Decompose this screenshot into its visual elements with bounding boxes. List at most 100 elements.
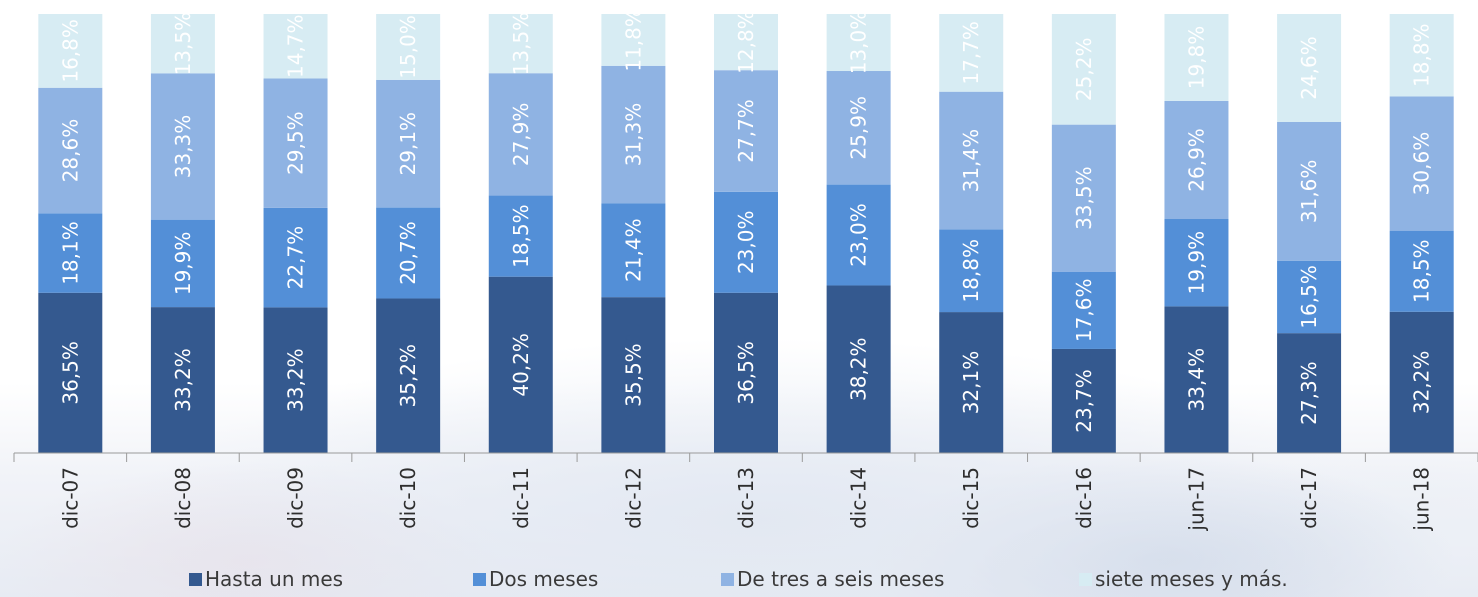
bar-segment bbox=[488, 73, 553, 196]
data-label: 31,6% bbox=[1297, 160, 1321, 224]
bar-segment bbox=[939, 91, 1004, 230]
data-label: 18,8% bbox=[1410, 23, 1434, 87]
bar-segment bbox=[939, 229, 1004, 313]
legend-swatch bbox=[473, 572, 486, 586]
data-label: 14,7% bbox=[284, 14, 308, 78]
data-label: 33,4% bbox=[1184, 348, 1208, 412]
bar-segment bbox=[376, 79, 441, 208]
data-label: 13,0% bbox=[847, 11, 871, 75]
data-label: 28,6% bbox=[58, 119, 82, 183]
x-tick-label: jun-17 bbox=[1184, 467, 1208, 532]
x-tick-label: jun-18 bbox=[1410, 467, 1434, 532]
data-label: 35,5% bbox=[621, 343, 645, 407]
legend-swatch bbox=[721, 572, 734, 586]
bar-segment bbox=[150, 14, 215, 74]
data-label: 36,5% bbox=[734, 341, 758, 405]
legend-item: Dos meses bbox=[473, 567, 598, 591]
data-label: 16,5% bbox=[1297, 265, 1321, 329]
data-label: 11,8% bbox=[621, 8, 645, 72]
bar-segment bbox=[376, 207, 441, 299]
data-label: 29,1% bbox=[396, 112, 420, 176]
data-label: 40,2% bbox=[509, 333, 533, 397]
bar-segment bbox=[601, 65, 666, 204]
legend-item: Hasta un mes bbox=[189, 567, 343, 591]
bar-segments bbox=[38, 14, 1454, 453]
data-label: 33,2% bbox=[284, 348, 308, 412]
bar-segment bbox=[1051, 271, 1116, 349]
data-label: 12,8% bbox=[734, 10, 758, 74]
data-label: 24,6% bbox=[1297, 36, 1321, 100]
stacked-bar-chart: 36,5% 18,1% 28,6% 16,8% 33,2% 19,9% 33,3% 13,5%… bbox=[13, 8, 1478, 532]
bar-segment bbox=[1389, 14, 1454, 97]
bar-segment bbox=[939, 14, 1004, 92]
legend-label: Dos meses bbox=[489, 567, 599, 591]
data-label: 19,9% bbox=[1184, 231, 1208, 295]
data-label: 38,2% bbox=[847, 337, 871, 401]
bar-segment bbox=[38, 14, 103, 88]
data-label: 23,7% bbox=[1072, 369, 1096, 433]
bar-segment bbox=[1051, 14, 1116, 125]
x-tick-label: dic-07 bbox=[58, 467, 82, 529]
bar-segment bbox=[601, 14, 666, 66]
legend-label: De tres a seis meses bbox=[737, 567, 945, 591]
data-label: 33,3% bbox=[171, 115, 195, 179]
data-label: 30,6% bbox=[1410, 132, 1434, 196]
x-tick-label: dic-08 bbox=[171, 467, 195, 529]
bar-segment bbox=[1164, 100, 1229, 220]
bar-segment bbox=[939, 312, 1004, 453]
data-label: 31,3% bbox=[621, 103, 645, 167]
data-label: 13,5% bbox=[509, 12, 533, 76]
bar-segment bbox=[1277, 333, 1342, 453]
x-tick-label: dic-13 bbox=[734, 467, 758, 529]
bar-segment bbox=[1389, 96, 1454, 231]
data-label: 17,7% bbox=[959, 21, 983, 85]
data-label: 19,8% bbox=[1184, 26, 1208, 90]
bar-segment bbox=[38, 213, 103, 293]
data-label: 23,0% bbox=[847, 203, 871, 267]
legend-label: Hasta un mes bbox=[205, 567, 344, 591]
bar-segment bbox=[1164, 14, 1229, 101]
bar-segment bbox=[263, 207, 328, 308]
data-label: 35,2% bbox=[396, 344, 420, 408]
bar-segment bbox=[38, 87, 103, 214]
data-label: 18,1% bbox=[58, 221, 82, 285]
bar-segment bbox=[714, 70, 778, 192]
bar-segment bbox=[1164, 219, 1229, 307]
data-label: 27,9% bbox=[509, 103, 533, 167]
data-label: 27,7% bbox=[734, 99, 758, 163]
bar-segment bbox=[488, 195, 553, 277]
bar-segment bbox=[263, 78, 328, 208]
data-label: 29,5% bbox=[284, 111, 308, 175]
data-label: 33,2% bbox=[171, 348, 195, 412]
data-labels: 36,5% 18,1% 28,6% 16,8% 33,2% 19,9% 33,3% 13,5%… bbox=[58, 8, 1433, 433]
data-label: 18,5% bbox=[1410, 239, 1434, 303]
legend-swatch bbox=[1079, 572, 1092, 586]
data-label: 22,7% bbox=[284, 226, 308, 290]
data-label: 23,0% bbox=[734, 211, 758, 275]
bar-segment bbox=[376, 298, 441, 453]
legend-item: siete meses y más. bbox=[1079, 567, 1288, 591]
x-tick-label: dic-12 bbox=[621, 467, 645, 529]
legend-item: De tres a seis meses bbox=[721, 567, 944, 591]
bar-segment bbox=[1389, 230, 1454, 312]
bar-segment bbox=[826, 285, 891, 453]
bar-segment bbox=[601, 297, 666, 453]
data-label: 25,2% bbox=[1072, 38, 1096, 102]
bar-segment bbox=[1051, 348, 1116, 453]
bar-segment bbox=[488, 276, 553, 453]
bar-segment bbox=[150, 73, 215, 220]
data-label: 26,9% bbox=[1184, 128, 1208, 192]
bar-segment bbox=[488, 14, 553, 74]
x-axis: dic-07 dic-08 dic-09 dic-10 dic-11 dic-12 dic-… bbox=[13, 452, 1478, 532]
data-label: 32,1% bbox=[959, 351, 983, 415]
data-label: 15,0% bbox=[396, 15, 420, 79]
x-tick-label: dic-16 bbox=[1072, 467, 1096, 529]
data-label: 20,7% bbox=[396, 221, 420, 285]
data-label: 25,9% bbox=[847, 96, 871, 160]
bar-segment bbox=[826, 184, 891, 286]
bar-segment bbox=[150, 219, 215, 308]
x-tick-label: dic-17 bbox=[1297, 467, 1321, 529]
bar-segment bbox=[826, 14, 891, 72]
data-label: 18,5% bbox=[509, 204, 533, 268]
